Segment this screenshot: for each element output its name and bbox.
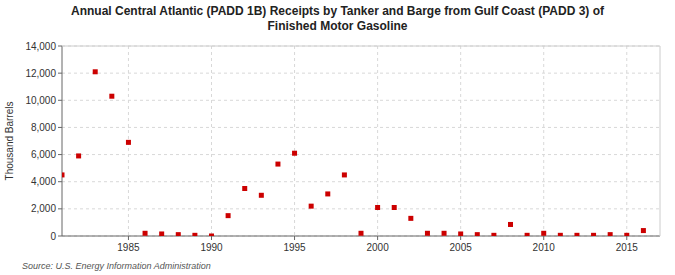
point — [641, 228, 646, 233]
x-tick — [128, 236, 129, 240]
x-tick-label: 1990 — [200, 242, 223, 253]
y-tick-label: 0 — [50, 231, 56, 242]
y-grid-line — [62, 154, 660, 155]
y-axis-label: Thousand Barrels — [4, 102, 15, 181]
x-grid-line — [543, 46, 544, 236]
points — [62, 69, 646, 236]
point — [591, 233, 596, 236]
y-grid-line — [62, 181, 660, 182]
y-tick-label: 8,000 — [31, 122, 56, 133]
point — [209, 234, 214, 237]
point — [259, 193, 264, 198]
point — [226, 213, 231, 218]
x-grid-line — [211, 46, 212, 236]
point — [126, 140, 131, 145]
x-tick-label: 2000 — [366, 242, 389, 253]
y-tick — [58, 208, 62, 209]
y-grid-line — [62, 46, 660, 47]
point — [192, 233, 197, 236]
point — [93, 69, 98, 74]
x-tick-label: 2010 — [533, 242, 556, 253]
grid — [62, 46, 660, 236]
point — [359, 231, 364, 236]
point — [292, 151, 297, 156]
x-grid-line — [626, 46, 627, 236]
x-tick — [460, 236, 461, 240]
y-grid-line — [62, 208, 660, 209]
point — [442, 231, 447, 236]
point — [342, 172, 347, 177]
x-tick — [377, 236, 378, 240]
point — [525, 233, 530, 236]
x-tick — [543, 236, 544, 240]
x-tick-label: 1995 — [283, 242, 306, 253]
point — [325, 191, 330, 196]
x-grid-line — [294, 46, 295, 236]
point — [309, 204, 314, 209]
x-tick-label: 2005 — [450, 242, 473, 253]
y-grid-line — [62, 100, 660, 101]
point — [541, 231, 546, 236]
source-note: Source: U.S. Energy Information Administ… — [22, 261, 211, 271]
y-tick-label: 14,000 — [25, 41, 56, 52]
point — [624, 233, 629, 236]
point — [574, 233, 579, 236]
point — [176, 232, 181, 236]
title-line: Annual Central Atlantic (PADD 1B) Receip… — [71, 4, 605, 18]
y-tick — [58, 236, 62, 237]
point — [508, 222, 513, 227]
point — [491, 233, 496, 236]
y-tick-label: 10,000 — [25, 95, 56, 106]
y-tick — [58, 154, 62, 155]
point — [475, 232, 480, 236]
chart-container: Annual Central Atlantic (PADD 1B) Receip… — [0, 0, 675, 275]
chart-svg: Annual Central Atlantic (PADD 1B) Receip… — [0, 0, 675, 275]
point — [392, 205, 397, 210]
y-tick — [58, 181, 62, 182]
y-tick — [58, 73, 62, 74]
x-tick — [294, 236, 295, 240]
point — [458, 231, 463, 236]
y-grid-line — [62, 73, 660, 74]
title: Annual Central Atlantic (PADD 1B) Receip… — [71, 4, 605, 33]
point — [62, 172, 65, 177]
point — [425, 231, 430, 236]
point — [275, 162, 280, 167]
plot-frame-right — [660, 46, 661, 236]
axes: 0 2,000 4,000 6,000 8,000 10,000 12,000 14,000 1… — [25, 41, 660, 254]
y-tick-label: 4,000 — [31, 176, 56, 187]
y-tick-label: 2,000 — [31, 203, 56, 214]
x-grid-line — [460, 46, 461, 236]
point — [143, 231, 148, 236]
y-tick — [58, 127, 62, 128]
y-axis-line — [62, 46, 63, 236]
point — [558, 233, 563, 236]
title-line: Finished Motor Gasoline — [267, 19, 407, 33]
x-tick-label: 2015 — [616, 242, 639, 253]
point — [408, 216, 413, 221]
x-tick — [626, 236, 627, 240]
y-tick — [58, 46, 62, 47]
point — [242, 186, 247, 191]
point — [76, 153, 81, 158]
y-grid-line — [62, 127, 660, 128]
y-tick-label: 12,000 — [25, 68, 56, 79]
plot-frame-top — [62, 46, 660, 47]
x-tick — [211, 236, 212, 240]
point — [159, 231, 164, 236]
y-tick-label: 6,000 — [31, 149, 56, 160]
background — [0, 0, 675, 275]
point — [608, 232, 613, 236]
y-tick — [58, 100, 62, 101]
point — [109, 94, 114, 99]
x-tick-label: 1985 — [117, 242, 140, 253]
point — [375, 205, 380, 210]
